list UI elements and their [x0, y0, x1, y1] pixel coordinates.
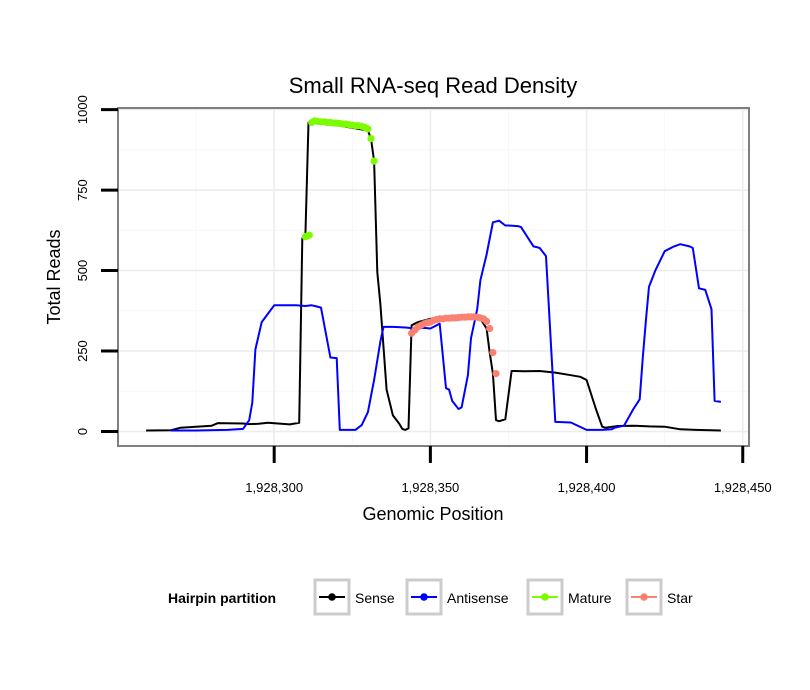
- legend-label-antisense: Antisense: [447, 590, 509, 606]
- grid: [118, 108, 749, 446]
- y-tick-label: 250: [75, 340, 90, 362]
- plot-area: [117, 107, 750, 447]
- y-tick-label: 500: [75, 260, 90, 282]
- mature-point: [305, 231, 313, 239]
- legend-marker-antisense: [420, 593, 428, 601]
- star-point: [483, 317, 491, 325]
- antisense-series-line: [171, 219, 722, 432]
- x-tick-label: 1,928,400: [558, 480, 616, 495]
- legend-label-sense: Sense: [355, 590, 395, 606]
- series-lines: [146, 119, 722, 432]
- legend-items: Sense Antisense Mature Star: [313, 578, 693, 616]
- chart-title: Small RNA-seq Read Density: [289, 73, 578, 98]
- x-tick-label: 1,928,350: [401, 480, 459, 495]
- series-points: [301, 117, 500, 378]
- x-axis: 1,928,300 1,928,350 1,928,400 1,928,450: [245, 446, 772, 495]
- legend-title: Hairpin partition: [168, 590, 276, 606]
- star-point: [489, 349, 497, 357]
- legend-label-mature: Mature: [568, 590, 612, 606]
- plot-border: [117, 107, 750, 447]
- mature-point: [367, 135, 375, 143]
- star-point: [492, 370, 500, 378]
- y-tick-label: 1000: [75, 95, 90, 124]
- legend-marker-mature: [541, 593, 549, 601]
- legend: Hairpin partition Sense Antisense Mature St…: [168, 578, 693, 616]
- mature-point: [364, 125, 372, 133]
- legend-label-star: Star: [667, 590, 693, 606]
- y-axis: 0 250 500 750 1000: [75, 95, 118, 435]
- y-tick-label: 750: [75, 179, 90, 201]
- x-axis-title: Genomic Position: [362, 504, 503, 524]
- plot-panel: [118, 108, 749, 446]
- x-tick-label: 1,928,450: [714, 480, 772, 495]
- y-axis-title: Total Reads: [44, 229, 64, 324]
- star-point: [486, 324, 494, 333]
- x-tick-label: 1,928,300: [245, 480, 303, 495]
- legend-marker-sense: [328, 593, 336, 601]
- y-tick-label: 0: [75, 428, 90, 435]
- legend-marker-star: [640, 593, 648, 601]
- mature-point: [370, 157, 378, 165]
- sense-series-line: [146, 119, 721, 432]
